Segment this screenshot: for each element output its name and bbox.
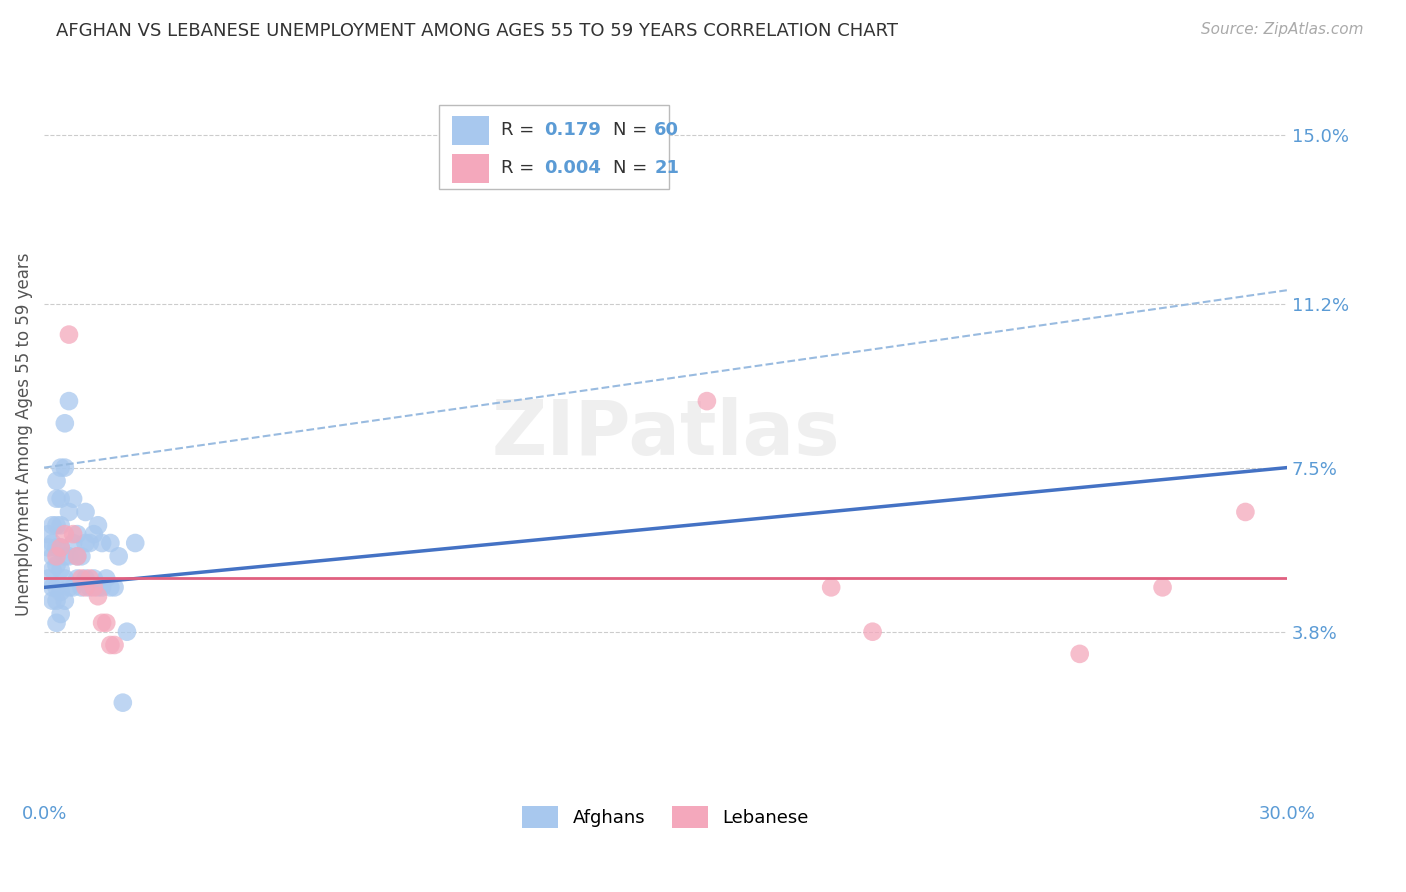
Point xyxy=(79,580,101,594)
Text: R =: R = xyxy=(502,159,540,178)
Point xyxy=(124,536,146,550)
Point xyxy=(79,572,101,586)
FancyBboxPatch shape xyxy=(451,153,489,183)
Point xyxy=(103,580,125,594)
Point xyxy=(87,580,110,594)
Text: 0.179: 0.179 xyxy=(544,121,600,139)
Point xyxy=(41,549,63,564)
Point xyxy=(58,580,80,594)
Point xyxy=(45,593,67,607)
Text: 60: 60 xyxy=(654,121,679,139)
Point xyxy=(820,580,842,594)
Point xyxy=(696,394,718,409)
Text: N =: N = xyxy=(613,121,654,139)
Point xyxy=(96,572,118,586)
Point xyxy=(45,474,67,488)
Point xyxy=(83,527,105,541)
Point xyxy=(70,549,93,564)
Point xyxy=(75,536,97,550)
FancyBboxPatch shape xyxy=(451,116,489,145)
Point xyxy=(115,624,138,639)
Point xyxy=(75,572,97,586)
Point xyxy=(45,615,67,630)
Point xyxy=(107,549,129,564)
Point xyxy=(66,527,89,541)
Point xyxy=(53,572,76,586)
Point xyxy=(41,593,63,607)
Point xyxy=(91,580,114,594)
Point xyxy=(41,580,63,594)
Point xyxy=(53,527,76,541)
Point xyxy=(53,593,76,607)
Point xyxy=(41,518,63,533)
Point xyxy=(83,580,105,594)
Y-axis label: Unemployment Among Ages 55 to 59 years: Unemployment Among Ages 55 to 59 years xyxy=(15,252,32,616)
Point xyxy=(53,417,76,431)
Point xyxy=(45,518,67,533)
Point xyxy=(100,638,122,652)
Point xyxy=(37,541,59,555)
Point xyxy=(49,607,72,621)
Point xyxy=(87,518,110,533)
Text: ZIPatlas: ZIPatlas xyxy=(491,397,839,471)
Point xyxy=(49,563,72,577)
Point xyxy=(49,491,72,506)
Point xyxy=(49,460,72,475)
Point xyxy=(75,580,97,594)
Point xyxy=(1152,580,1174,594)
Point xyxy=(103,638,125,652)
Point xyxy=(1234,505,1257,519)
Point xyxy=(62,491,84,506)
Point xyxy=(49,541,72,555)
Point xyxy=(49,541,72,555)
Point xyxy=(62,580,84,594)
Point xyxy=(41,536,63,550)
Text: AFGHAN VS LEBANESE UNEMPLOYMENT AMONG AGES 55 TO 59 YEARS CORRELATION CHART: AFGHAN VS LEBANESE UNEMPLOYMENT AMONG AG… xyxy=(56,22,898,40)
Point xyxy=(70,580,93,594)
Text: N =: N = xyxy=(613,159,654,178)
Point xyxy=(111,696,134,710)
Point xyxy=(1069,647,1091,661)
Legend: Afghans, Lebanese: Afghans, Lebanese xyxy=(515,798,817,835)
Point xyxy=(91,615,114,630)
Point xyxy=(49,518,72,533)
Point xyxy=(66,549,89,564)
Point xyxy=(75,505,97,519)
Point xyxy=(62,527,84,541)
Point xyxy=(58,549,80,564)
Point xyxy=(45,580,67,594)
Point xyxy=(49,584,72,599)
Text: R =: R = xyxy=(502,121,540,139)
Point xyxy=(53,549,76,564)
Point xyxy=(45,541,67,555)
Point xyxy=(83,572,105,586)
Point xyxy=(96,615,118,630)
Point xyxy=(37,527,59,541)
Point xyxy=(87,589,110,603)
Text: 21: 21 xyxy=(654,159,679,178)
Point xyxy=(45,549,67,564)
Point xyxy=(66,572,89,586)
Point xyxy=(45,558,67,573)
Point xyxy=(62,536,84,550)
Point xyxy=(100,580,122,594)
Point xyxy=(58,505,80,519)
Text: 0.004: 0.004 xyxy=(544,159,600,178)
FancyBboxPatch shape xyxy=(439,105,669,189)
Point xyxy=(91,536,114,550)
Point xyxy=(58,327,80,342)
Point xyxy=(70,572,93,586)
Point xyxy=(45,491,67,506)
Text: Source: ZipAtlas.com: Source: ZipAtlas.com xyxy=(1201,22,1364,37)
Point xyxy=(58,394,80,409)
Point xyxy=(100,536,122,550)
Point xyxy=(862,624,884,639)
Point xyxy=(66,549,89,564)
Point xyxy=(53,460,76,475)
Point xyxy=(41,563,63,577)
Point xyxy=(37,572,59,586)
Point xyxy=(79,536,101,550)
